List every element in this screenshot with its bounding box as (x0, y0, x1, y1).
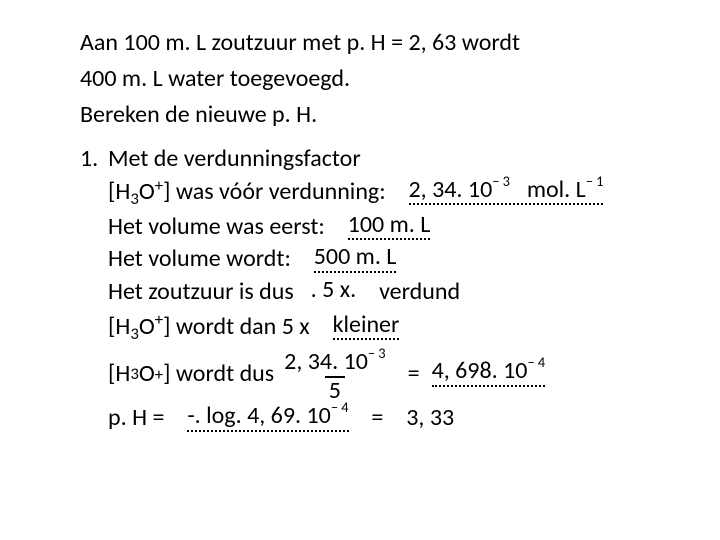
l1-after: ] was vóór verdunning: (163, 177, 386, 206)
line-new-concentration: [H3O+] wordt dus 2, 34. 10− 3 5 = 4, 698… (108, 346, 660, 401)
ph-expr-exp: − 4 (331, 398, 349, 416)
ph-expr: -. log. 4, 69. 10 (187, 401, 331, 430)
line-becomes-smaller: [H3O+] wordt dan 5 x kleiner (108, 309, 660, 345)
newconc-mantissa: 4, 698. 10 (432, 356, 528, 385)
ph-prefix: p. H = (108, 403, 164, 432)
line-volume-before: Het volume was eerst: 100 m. L (108, 212, 660, 242)
value-dilution-factor: . 5 x. (311, 277, 357, 303)
line-ph-result: p. H = -. log. 4, 69. 10− 4 = 3, 33 (108, 403, 660, 433)
h3o-sub-3: 3 (130, 363, 139, 384)
line-dilution-factor: Het zoutzuur is dus . 5 x. verdund (108, 277, 660, 307)
h3o-prefix: [H (108, 177, 130, 206)
h3o-prefix-3: [H (108, 359, 130, 389)
step-number: 1. (80, 144, 108, 174)
line-before-concentration: [H3O+] was vóór verdunning: 2, 34. 10− 3… (108, 174, 660, 210)
conc-exp: − 3 (492, 172, 510, 190)
frac-num-exp: − 3 (368, 344, 386, 362)
equals-1: = (408, 359, 420, 389)
document-page: Aan 100 m. L zoutzuur met p. H = 2, 63 w… (0, 0, 720, 434)
h3o-o-2: O (139, 312, 155, 341)
h3o-plus-2: + (155, 309, 163, 330)
vol-before-label: Het volume was eerst: (108, 212, 325, 241)
step-first-text: Met de verdunningsfactor (108, 144, 361, 174)
fraction-numerator: 2, 34. 10− 3 (280, 348, 389, 376)
value-volume-after: 500 m. L (314, 244, 397, 272)
h3o-plus-3: + (155, 364, 163, 385)
h3o-sub: 3 (130, 188, 139, 209)
h3o-sub-2: 3 (130, 323, 139, 344)
equals-2: = (371, 403, 383, 432)
conc-unit-exp: − 1 (586, 172, 604, 190)
conc-mantissa: 2, 34. 10 (409, 175, 493, 204)
l6-after: ] wordt dus (163, 359, 274, 389)
conc-unit: mol. L (527, 175, 586, 204)
value-concentration-before: 2, 34. 10− 3 mol. L− 1 (409, 176, 604, 205)
dilution-prefix: Het zoutzuur is dus (108, 277, 294, 306)
value-direction: kleiner (333, 312, 400, 340)
value-volume-before: 100 m. L (348, 212, 431, 240)
value-ph-expression: -. log. 4, 69. 10− 4 (187, 402, 348, 431)
step-body: [H3O+] was vóór verdunning: 2, 34. 10− 3… (80, 174, 660, 434)
vol-after-label: Het volume wordt: (108, 244, 291, 273)
frac-num-mantissa: 2, 34. 10 (284, 347, 368, 376)
h3o-o-3: O (139, 359, 155, 389)
l5-after: ] wordt dan 5 x (163, 312, 310, 341)
intro-line-1: Aan 100 m. L zoutzuur met p. H = 2, 63 w… (80, 28, 660, 58)
h3o-o: O (139, 177, 155, 206)
h3o-prefix-2: [H (108, 312, 130, 341)
line-volume-after: Het volume wordt: 500 m. L (108, 244, 660, 274)
step-1-first-line: 1. Met de verdunningsfactor (80, 144, 660, 174)
dilution-suffix: verdund (379, 277, 460, 306)
value-new-concentration: 4, 698. 10− 4 (432, 357, 546, 386)
newconc-exp: − 4 (527, 353, 545, 371)
value-ph-result: 3, 33 (406, 403, 454, 432)
intro-line-2: 400 m. L water toegevoegd. (80, 64, 660, 94)
task-line: Bereken de nieuwe p. H. (80, 100, 660, 130)
fraction: 2, 34. 10− 3 5 (280, 348, 389, 403)
h3o-plus: + (155, 175, 163, 196)
